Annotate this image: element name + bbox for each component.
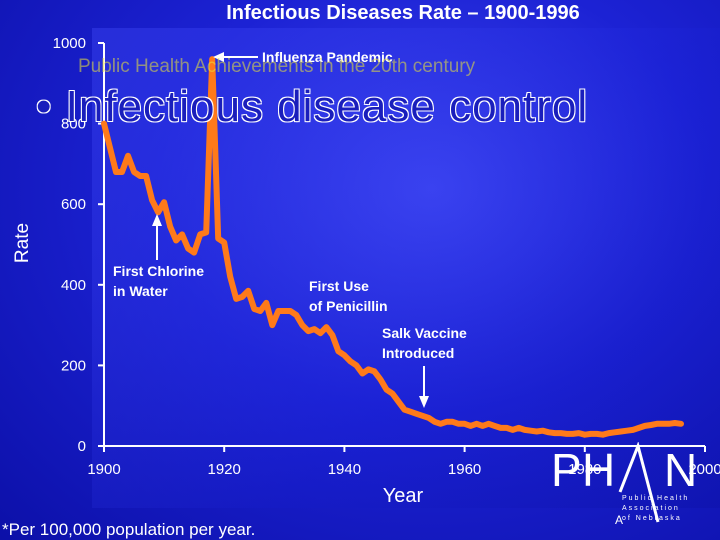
y-tick-label: 800 (61, 116, 86, 133)
axes (103, 43, 705, 447)
annotation-label: First Chlorine in Water (113, 263, 208, 299)
annotation-label: Influenza Pandemic (262, 49, 393, 65)
slide-bullet: • Infectious disease control (36, 82, 589, 131)
logo-tagline: Public Health Association of Nebraska (622, 494, 689, 524)
y-tick-label: 400 (61, 277, 86, 294)
phan-logo: P H A N (551, 442, 697, 526)
x-axis-label: Year (383, 485, 424, 507)
annotation-salk: Salk Vaccine Introduced (382, 325, 471, 408)
chart-panel (92, 28, 720, 508)
annotation-influenza: Influenza Pandemic (213, 49, 393, 65)
y-tick-label: 1000 (53, 35, 86, 52)
logo-tagline-line: of Nebraska (622, 515, 682, 522)
x-tick-label: 1900 (87, 461, 120, 478)
x-tick-label: 1960 (448, 461, 481, 478)
logo-letter-n: N (664, 444, 697, 496)
annotation-label: Salk Vaccine Introduced (382, 325, 471, 361)
annotation-label: First Use of Penicillin (309, 278, 388, 314)
series-line (101, 56, 684, 438)
x-tick-label: 2000 (688, 461, 720, 478)
chart-title: Infectious Diseases Rate – 1900-1996 (226, 2, 580, 24)
x-ticks: 1900 1920 1940 1960 1980 2000 (87, 446, 720, 478)
annotation-chlorine: First Chlorine in Water (113, 214, 208, 299)
logo-chevron (618, 442, 660, 523)
annotation-arrowhead (152, 214, 162, 226)
annotation-arrowhead (213, 52, 224, 62)
annotation-penicillin: First Use of Penicillin (309, 278, 388, 314)
logo-letter-h: H (582, 444, 615, 496)
logo-tagline-line: Public Health (622, 495, 690, 502)
logo-letter-p: P (551, 444, 582, 496)
logo-letter-a: A (615, 513, 623, 526)
y-tick-label: 0 (78, 438, 86, 455)
x-tick-label: 1980 (568, 461, 601, 478)
y-axis-label: Rate (12, 223, 33, 263)
y-tick-label: 600 (61, 196, 86, 213)
x-tick-label: 1940 (328, 461, 361, 478)
slide-subtitle: Public Health Achievements in the 20th c… (78, 56, 476, 77)
logo-tagline-line: Association (622, 505, 680, 512)
footnote: *Per 100,000 population per year. (2, 520, 256, 539)
annotation-arrowhead (419, 396, 429, 408)
x-tick-label: 1920 (208, 461, 241, 478)
y-tick-label: 200 (61, 357, 86, 374)
